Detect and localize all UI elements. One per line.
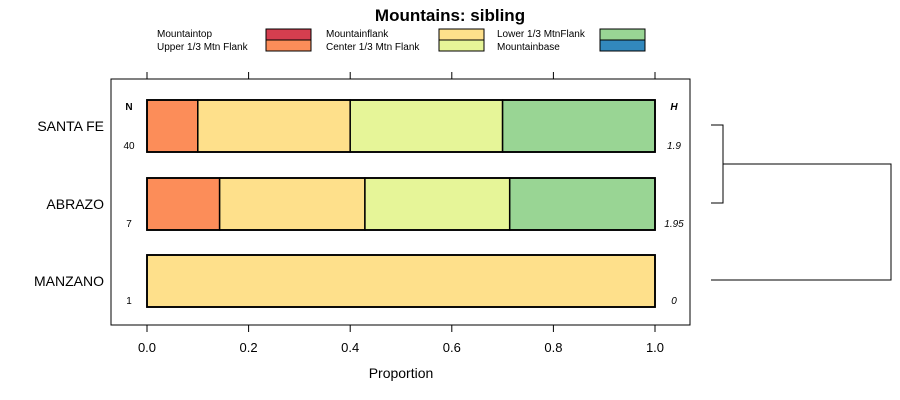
bar-outline	[146, 99, 656, 153]
bars	[146, 99, 656, 308]
category-label: SANTA FE	[37, 118, 104, 134]
bar-segment	[197, 99, 351, 153]
n-header: N	[125, 102, 132, 113]
category-label: MANZANO	[34, 273, 104, 289]
bar-segment	[146, 99, 199, 153]
dendrogram-branch	[711, 163, 892, 281]
bar-segment	[501, 99, 656, 153]
row-labels: N H SANTA FE 40 1.9 ABRAZO 7 1.95 MANZANO 1 0	[34, 102, 684, 307]
legend-swatch	[265, 39, 312, 52]
legend-item: Center 1/3 Mtn Flank	[326, 39, 485, 53]
x-tick-label: 0.6	[443, 340, 461, 355]
legend-label: Mountainflank	[326, 29, 389, 40]
bar-segment	[364, 177, 511, 231]
legend-label: Mountaintop	[157, 29, 212, 40]
legend-swatch	[265, 28, 312, 41]
x-tick-label: 0.4	[341, 340, 359, 355]
x-tick-label: 1.0	[646, 340, 664, 355]
n-value: 1	[126, 296, 132, 307]
bar-segment	[146, 177, 221, 231]
legend-item: Lower 1/3 MtnFlank	[497, 28, 646, 41]
legend-swatch	[599, 39, 646, 52]
x-tick-label: 0.0	[138, 340, 156, 355]
bar-segment	[218, 177, 366, 231]
x-axis-label: Proportion	[369, 365, 434, 381]
bar-outline	[146, 254, 656, 308]
plot-frame	[110, 78, 691, 326]
legend-label: Upper 1/3 Mtn Flank	[157, 42, 249, 53]
bar-segment	[146, 254, 656, 308]
legend-item: Mountaintop	[157, 28, 312, 41]
x-axis: 0.0 0.2 0.4 0.6 0.8 1.0	[138, 72, 664, 355]
legend-item: Mountainflank	[326, 28, 485, 41]
bar-segment	[349, 99, 504, 153]
bar-segment	[508, 177, 656, 231]
legend-item: Mountainbase	[497, 39, 646, 53]
dendrogram	[711, 124, 892, 281]
h-value: 1.9	[667, 141, 681, 152]
category-label: ABRAZO	[46, 196, 104, 212]
dendrogram-branch	[711, 124, 724, 204]
legend: Mountaintop Upper 1/3 Mtn Flank Mountainfl…	[157, 28, 646, 53]
legend-label: Mountainbase	[497, 42, 560, 53]
x-tick-label: 0.8	[544, 340, 562, 355]
x-tick-label: 0.2	[240, 340, 258, 355]
legend-label: Center 1/3 Mtn Flank	[326, 42, 420, 53]
h-value: 1.95	[664, 219, 684, 230]
bar-outline	[146, 177, 656, 231]
h-header: H	[670, 102, 678, 113]
legend-swatch	[599, 28, 646, 41]
legend-swatch	[438, 28, 485, 41]
n-value: 7	[126, 219, 132, 230]
chart-title: Mountains: sibling	[375, 6, 525, 25]
h-value: 0	[671, 296, 677, 307]
n-value: 40	[123, 141, 135, 152]
legend-item: Upper 1/3 Mtn Flank	[157, 39, 312, 53]
legend-swatch	[438, 39, 485, 52]
legend-label: Lower 1/3 MtnFlank	[497, 29, 586, 40]
